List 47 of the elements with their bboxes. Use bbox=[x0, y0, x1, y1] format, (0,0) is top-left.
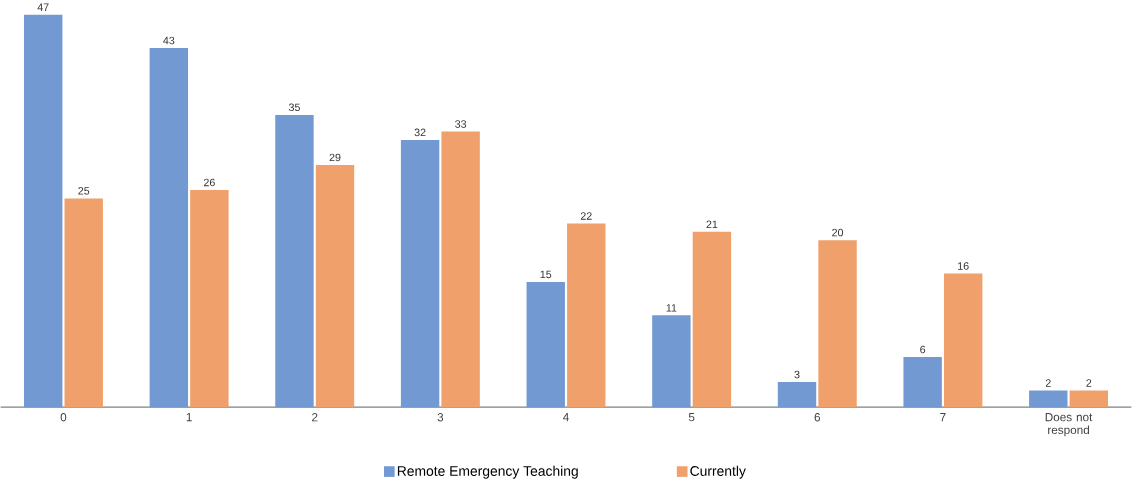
data-label: 15 bbox=[540, 270, 552, 279]
data-label: 22 bbox=[580, 212, 592, 220]
bar bbox=[567, 223, 606, 408]
x-tick-label: 4 bbox=[563, 413, 569, 422]
data-label: 2 bbox=[1045, 379, 1051, 387]
x-tick-label: 2 bbox=[312, 413, 318, 422]
data-label: 20 bbox=[832, 229, 844, 237]
data-label: 21 bbox=[706, 220, 718, 229]
bar bbox=[1029, 390, 1068, 408]
data-label: 32 bbox=[414, 128, 426, 137]
data-label: 16 bbox=[958, 262, 969, 270]
x-tick-label: 3 bbox=[437, 413, 444, 422]
data-label: 26 bbox=[203, 178, 215, 187]
bar bbox=[692, 231, 732, 408]
bar bbox=[777, 382, 817, 408]
bar bbox=[23, 14, 63, 408]
bar bbox=[149, 48, 189, 408]
data-label: 29 bbox=[329, 153, 341, 162]
data-label: 35 bbox=[288, 103, 300, 112]
bar bbox=[943, 273, 983, 408]
x-tick-label: 1 bbox=[186, 413, 192, 422]
data-label: 6 bbox=[920, 345, 926, 354]
x-tick-label: Does not respond bbox=[1045, 413, 1093, 437]
x-tick-label: 6 bbox=[814, 413, 821, 422]
x-tick-label: 7 bbox=[940, 413, 946, 422]
bar bbox=[441, 131, 480, 408]
data-label: 25 bbox=[78, 187, 90, 195]
bar bbox=[400, 140, 440, 408]
data-label: 3 bbox=[794, 370, 800, 379]
bar bbox=[64, 198, 103, 408]
bar bbox=[1069, 390, 1109, 408]
bar bbox=[315, 165, 355, 408]
data-label: 43 bbox=[163, 36, 175, 45]
data-label: 2 bbox=[1086, 379, 1092, 387]
x-tick-label: 5 bbox=[688, 413, 695, 422]
data-label: 47 bbox=[37, 3, 49, 12]
x-tick-label: 0 bbox=[60, 413, 67, 422]
legend-label: Remote Emergency Teaching bbox=[397, 465, 578, 479]
data-label: 11 bbox=[666, 304, 677, 312]
bar bbox=[190, 190, 229, 408]
bar bbox=[526, 282, 565, 408]
legend-label: Currently bbox=[690, 465, 746, 479]
bar bbox=[652, 315, 691, 408]
bar bbox=[818, 240, 857, 408]
bar bbox=[275, 115, 314, 408]
data-label: 33 bbox=[455, 120, 467, 128]
bar bbox=[903, 357, 942, 408]
